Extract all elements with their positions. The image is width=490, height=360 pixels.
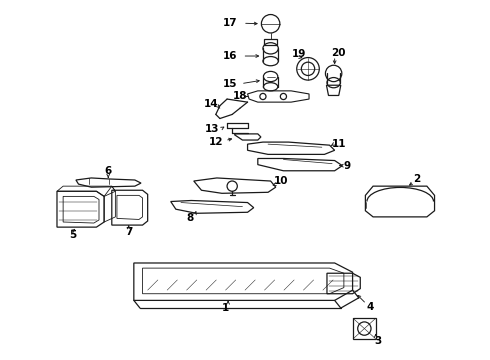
Text: 4: 4: [367, 302, 374, 312]
Text: 8: 8: [187, 213, 194, 223]
Text: 11: 11: [332, 139, 346, 149]
Text: 18: 18: [233, 91, 247, 102]
Text: 19: 19: [292, 49, 306, 59]
Text: 10: 10: [273, 176, 288, 186]
Text: 9: 9: [344, 161, 351, 171]
Text: 17: 17: [222, 18, 237, 28]
Text: 12: 12: [209, 136, 223, 147]
Text: 20: 20: [332, 48, 346, 58]
Text: 3: 3: [374, 336, 382, 346]
Text: 7: 7: [125, 227, 132, 237]
Text: 1: 1: [221, 303, 229, 313]
Text: 6: 6: [104, 166, 112, 176]
Text: 13: 13: [204, 124, 219, 134]
Bar: [353, 318, 376, 339]
Text: 14: 14: [203, 99, 218, 109]
Text: 16: 16: [222, 51, 237, 61]
Bar: [265, 39, 277, 45]
Text: 5: 5: [69, 230, 76, 240]
Text: 15: 15: [222, 79, 237, 89]
Text: 2: 2: [413, 174, 420, 184]
